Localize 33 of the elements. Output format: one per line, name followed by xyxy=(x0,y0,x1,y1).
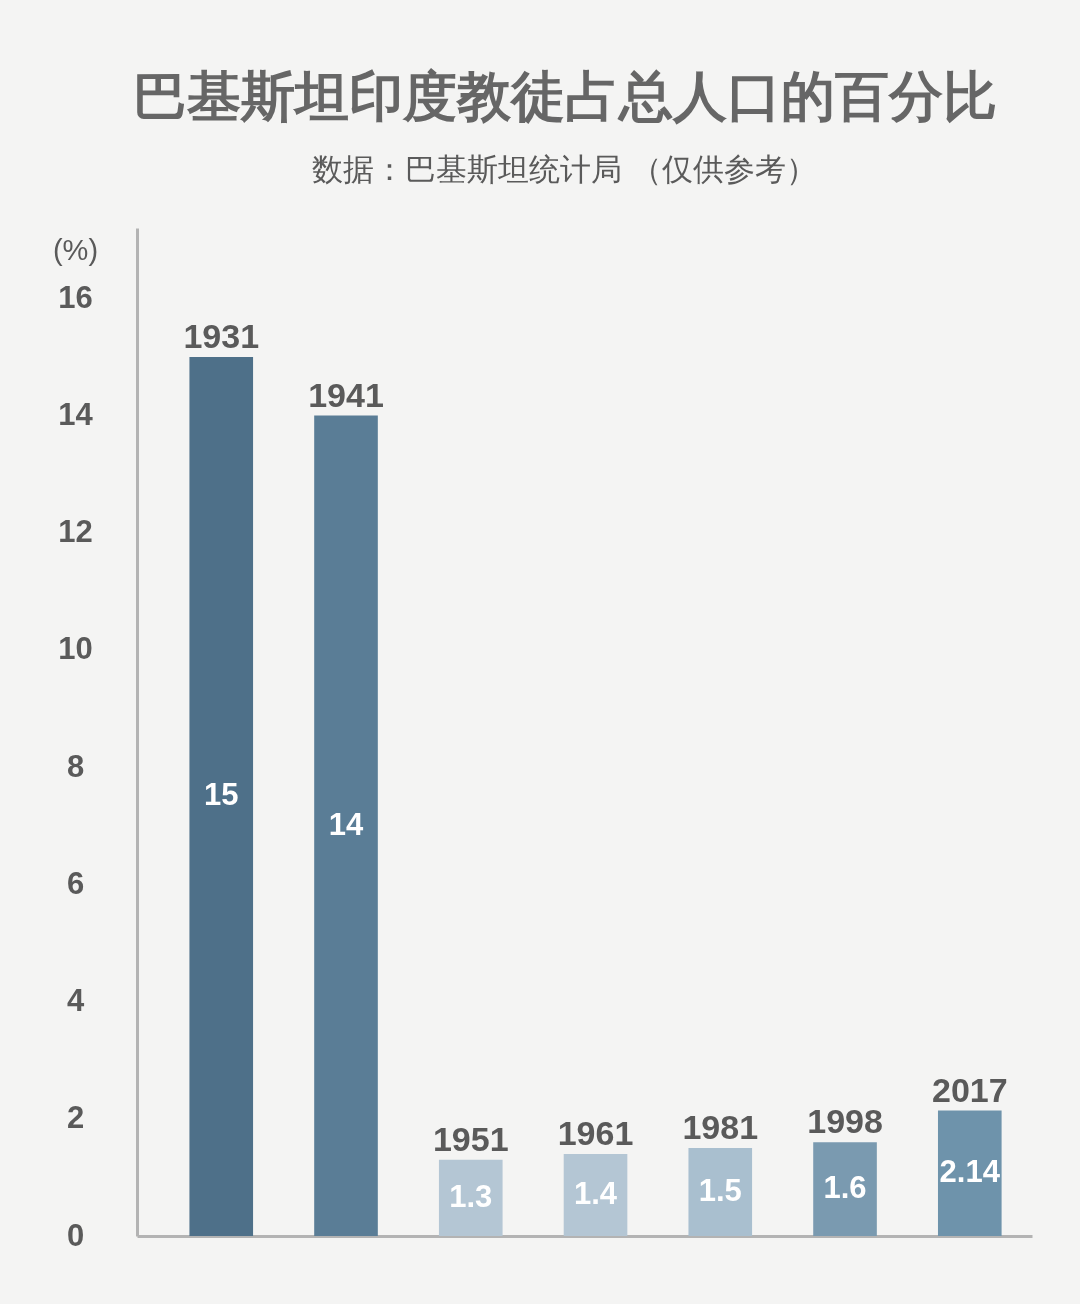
x-tick-label: 1951 xyxy=(432,1119,509,1158)
bar xyxy=(438,1159,503,1236)
data-label: 1.6 xyxy=(823,1170,867,1206)
y-tick-label: 4 xyxy=(66,983,85,1019)
x-tick-label: 1941 xyxy=(308,375,384,414)
data-label: 1.3 xyxy=(449,1178,493,1214)
y-tick-label: 8 xyxy=(66,748,85,784)
data-label: 1.4 xyxy=(573,1175,618,1211)
x-tick-label: 1961 xyxy=(557,1113,634,1152)
chart-title: 巴基斯坦印度教徒占总人口的百分比 xyxy=(132,65,997,128)
y-tick-label: 2 xyxy=(66,1100,85,1136)
bar xyxy=(688,1148,753,1236)
chart-subtitle: 数据：巴基斯坦统计局 （仅供参考） xyxy=(311,151,818,187)
bar xyxy=(563,1153,628,1236)
data-label: 14 xyxy=(328,806,364,842)
y-axis-title: (%) xyxy=(52,233,99,266)
data-label: 1.5 xyxy=(698,1173,742,1209)
data-label: 2.14 xyxy=(939,1154,1001,1190)
x-tick-label: 1931 xyxy=(183,316,260,355)
y-tick-label: 16 xyxy=(58,279,93,315)
bar xyxy=(189,356,254,1236)
bar xyxy=(314,415,378,1236)
bar xyxy=(813,1142,877,1236)
y-tick-label: 6 xyxy=(66,865,85,901)
y-tick-label: 12 xyxy=(58,514,93,550)
y-tick-label: 10 xyxy=(58,631,93,667)
data-label: 15 xyxy=(204,777,239,813)
y-tick-label: 0 xyxy=(66,1217,85,1253)
bar xyxy=(937,1110,1002,1236)
x-tick-label: 1998 xyxy=(807,1102,883,1141)
x-tick-label: 2017 xyxy=(931,1070,1008,1109)
y-tick-label: 14 xyxy=(58,397,94,433)
x-tick-label: 1981 xyxy=(682,1108,759,1147)
